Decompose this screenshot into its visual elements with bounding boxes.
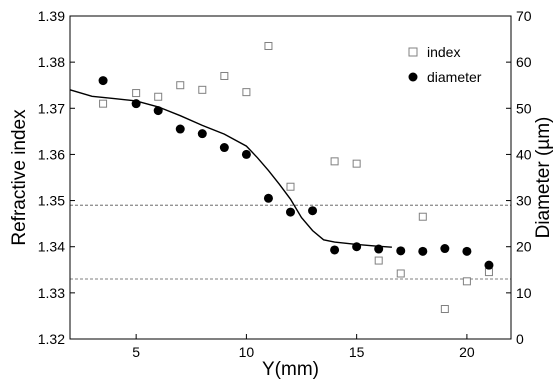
fit-curve-layer bbox=[69, 89, 392, 248]
data-marks bbox=[98, 41, 494, 314]
index-point bbox=[286, 182, 295, 191]
index-point bbox=[198, 85, 207, 94]
right-y-tick-label: 30 bbox=[516, 193, 532, 209]
diameter-point bbox=[484, 260, 494, 270]
diameter-point bbox=[175, 124, 185, 134]
fit-curve bbox=[69, 89, 392, 248]
index-point bbox=[440, 305, 449, 314]
right-y-tick-label: 70 bbox=[516, 8, 532, 24]
x-tick-label: 10 bbox=[239, 344, 255, 360]
x-tick-label: 5 bbox=[132, 344, 140, 360]
right-y-tick-label: 40 bbox=[516, 146, 532, 162]
diameter-point bbox=[98, 76, 108, 86]
diameter-point bbox=[197, 129, 207, 139]
diameter-point bbox=[440, 244, 450, 254]
index-point bbox=[264, 41, 273, 50]
index-point bbox=[352, 159, 361, 168]
index-point bbox=[154, 92, 163, 101]
legend: index diameter bbox=[408, 44, 482, 85]
index-point bbox=[99, 99, 108, 108]
axis-ticks: 5 10 15 20 1.32 1.33 1.34 1.35 1.36 1.37 1.38 1.39 0… bbox=[38, 8, 532, 360]
legend-diameter-label: diameter bbox=[427, 69, 482, 85]
diameter-point bbox=[308, 206, 318, 216]
index-point bbox=[176, 81, 185, 90]
diameter-point bbox=[286, 207, 295, 217]
diameter-point bbox=[418, 246, 428, 256]
diameter-point bbox=[219, 143, 229, 153]
right-y-tick-label: 20 bbox=[516, 239, 532, 255]
legend-index-marker bbox=[408, 47, 418, 57]
index-point bbox=[418, 212, 427, 221]
diameter-point bbox=[352, 242, 362, 252]
diameter-point bbox=[462, 246, 472, 256]
left-y-tick-label: 1.36 bbox=[38, 146, 65, 162]
diameter-point bbox=[241, 149, 251, 159]
right-y-axis-title: Diameter (µm) bbox=[533, 117, 554, 239]
index-point bbox=[374, 256, 383, 265]
reference-lines bbox=[70, 204, 511, 280]
x-axis-title: Y(mm) bbox=[262, 359, 319, 380]
left-y-tick-label: 1.32 bbox=[38, 331, 65, 347]
legend-index-label: index bbox=[427, 44, 460, 60]
index-point bbox=[330, 157, 339, 166]
plot-frame bbox=[69, 15, 512, 340]
left-y-tick-label: 1.35 bbox=[38, 193, 65, 209]
x-tick-label: 20 bbox=[459, 344, 475, 360]
right-y-tick-label: 50 bbox=[516, 100, 532, 116]
left-y-tick-label: 1.37 bbox=[38, 100, 65, 116]
left-y-tick-label: 1.34 bbox=[38, 239, 65, 255]
index-point bbox=[132, 89, 141, 98]
diameter-point bbox=[330, 245, 340, 255]
right-y-tick-label: 60 bbox=[516, 54, 532, 70]
left-y-tick-label: 1.33 bbox=[38, 285, 65, 301]
diameter-point bbox=[263, 193, 273, 203]
index-point bbox=[396, 269, 405, 278]
x-tick-label: 15 bbox=[349, 344, 365, 360]
index-point bbox=[462, 277, 471, 286]
right-y-tick-label: 0 bbox=[516, 331, 524, 347]
right-y-tick-label: 10 bbox=[516, 285, 532, 301]
left-y-tick-label: 1.39 bbox=[38, 8, 65, 24]
diameter-point bbox=[131, 99, 141, 109]
diameter-point bbox=[374, 244, 384, 254]
left-y-axis-title: Refractive index bbox=[9, 109, 30, 246]
index-point bbox=[220, 71, 229, 80]
index-point bbox=[242, 88, 251, 97]
legend-diameter-marker bbox=[408, 72, 418, 82]
diameter-point bbox=[396, 246, 406, 256]
diameter-point bbox=[153, 106, 163, 116]
left-y-tick-label: 1.38 bbox=[38, 54, 65, 70]
